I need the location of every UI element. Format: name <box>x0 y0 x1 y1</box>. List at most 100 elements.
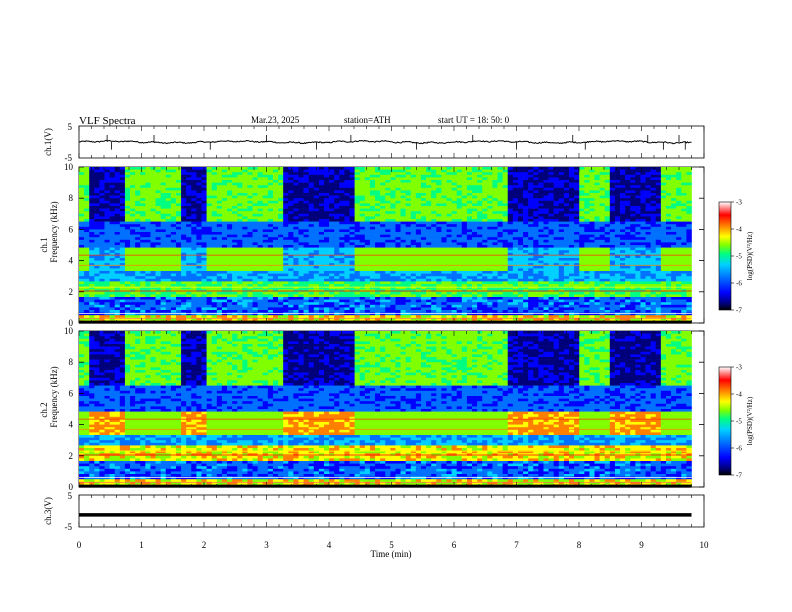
spectrogram-cell <box>492 219 498 222</box>
spectrogram-cell <box>124 172 131 176</box>
spectrogram-cell <box>446 304 452 308</box>
spectrogram-cell <box>482 224 488 228</box>
spectrogram-cell <box>339 284 345 287</box>
spectrogram-cell <box>415 167 422 170</box>
spectrogram-cell <box>461 229 468 233</box>
spectrogram-cell <box>329 198 335 202</box>
spectrogram-cell <box>145 182 151 186</box>
spectrogram-cell <box>262 294 269 298</box>
spectrogram-cell <box>278 224 284 228</box>
spectrogram-cell <box>272 219 279 222</box>
spectrogram-cell <box>227 206 233 209</box>
spectrogram-cell <box>405 239 412 243</box>
spectrogram-cell <box>288 260 294 264</box>
spectrogram-cell <box>359 169 366 173</box>
spectrogram-cell <box>364 237 371 241</box>
spectrogram-cell <box>461 182 468 186</box>
spectrogram-cell <box>477 281 483 285</box>
spectrogram-cell <box>160 268 167 272</box>
spectrogram-cell <box>150 312 156 316</box>
spectrogram-cell <box>104 239 110 243</box>
spectrogram-cell <box>349 265 355 269</box>
spectrogram-cell <box>472 268 478 272</box>
spectrogram-cell <box>487 182 493 186</box>
spectrogram-cell <box>130 229 136 233</box>
spectrogram-cell <box>252 268 258 272</box>
spectrogram-cell <box>99 268 105 272</box>
spectrogram-cell <box>339 211 345 215</box>
spectrogram-cell <box>359 177 366 181</box>
spectrogram-cell <box>313 255 320 259</box>
spectrogram-cell <box>318 219 325 222</box>
spectrogram-cell <box>405 284 412 287</box>
spectrogram-cell <box>216 203 223 207</box>
spectrogram-cell <box>119 271 126 274</box>
spectrogram-cell <box>364 198 371 202</box>
spectrogram-cell <box>431 187 437 191</box>
spectrogram-cell <box>262 177 269 181</box>
spectrogram-cell <box>339 247 345 251</box>
spectrogram-cell <box>420 169 427 173</box>
spectrogram-cell <box>446 258 452 261</box>
spectrogram-cell <box>410 169 417 173</box>
spectrogram-cell <box>89 276 95 280</box>
spectrogram-cell <box>354 268 361 272</box>
spectrogram-cell <box>466 312 473 316</box>
spectrogram-cell <box>395 219 401 222</box>
spectrogram-cell <box>324 226 330 230</box>
spectrogram-cell <box>431 252 437 256</box>
spectrogram-cell <box>431 193 437 196</box>
spectrogram-cell <box>272 167 279 170</box>
spectrogram-cell <box>201 242 207 246</box>
spectrogram-cell <box>395 271 401 274</box>
spectrogram-cell <box>405 221 412 225</box>
spectrogram-cell <box>196 315 202 319</box>
spectrogram-cell <box>405 206 412 209</box>
spectrogram-cell <box>155 177 161 181</box>
spectrogram-cell <box>283 247 289 251</box>
spectrogram-cell <box>278 294 284 298</box>
spectrogram-cell <box>318 286 325 290</box>
spectrogram-cell <box>334 198 340 202</box>
spectrogram-cell <box>216 226 223 230</box>
spectrogram-cell <box>369 273 376 277</box>
spectrogram-cell <box>410 312 417 316</box>
spectrogram-cell <box>308 182 315 186</box>
spectrogram-cell <box>232 291 238 295</box>
spectrogram-cell <box>89 239 95 243</box>
spectrogram-cell <box>303 258 309 261</box>
spectrogram-cell <box>318 284 325 287</box>
spectrogram-cell <box>124 297 131 300</box>
spectrogram-cell <box>140 224 146 228</box>
spectrogram-cell <box>145 276 151 280</box>
spectrogram-cell <box>181 289 187 293</box>
spectrogram-cell <box>446 286 452 290</box>
spectrogram-cell <box>196 252 202 256</box>
spectrogram-cell <box>227 193 233 196</box>
spectrogram-cell <box>257 260 264 264</box>
spectrogram-cell <box>232 226 238 230</box>
spectrogram-cell <box>344 169 350 173</box>
spectrogram-cell <box>170 237 177 241</box>
spectrogram-cell <box>354 182 361 186</box>
spectrogram-cell <box>206 247 212 251</box>
spectrogram-cell <box>196 299 202 303</box>
spectrogram-cell <box>221 167 228 170</box>
spectrogram-cell <box>94 312 100 316</box>
spectrogram-cell <box>145 252 151 256</box>
spectrogram-cell <box>497 182 503 186</box>
spectrogram-cell <box>288 187 294 191</box>
spectrogram-cell <box>395 216 401 220</box>
spectrogram-cell <box>130 185 136 189</box>
spectrogram-cell <box>247 268 253 272</box>
spectrogram-cell <box>482 216 488 220</box>
spectrogram-cell <box>186 273 192 277</box>
spectrogram-cell <box>375 180 381 183</box>
spectrogram-cell <box>375 260 381 264</box>
spectrogram-cell <box>420 219 427 222</box>
spectrogram-cell <box>84 174 90 178</box>
spectrogram-cell <box>293 317 299 321</box>
spectrogram-cell <box>165 177 172 181</box>
spectrogram-cell <box>170 258 177 261</box>
spectrogram-cell <box>313 247 320 251</box>
